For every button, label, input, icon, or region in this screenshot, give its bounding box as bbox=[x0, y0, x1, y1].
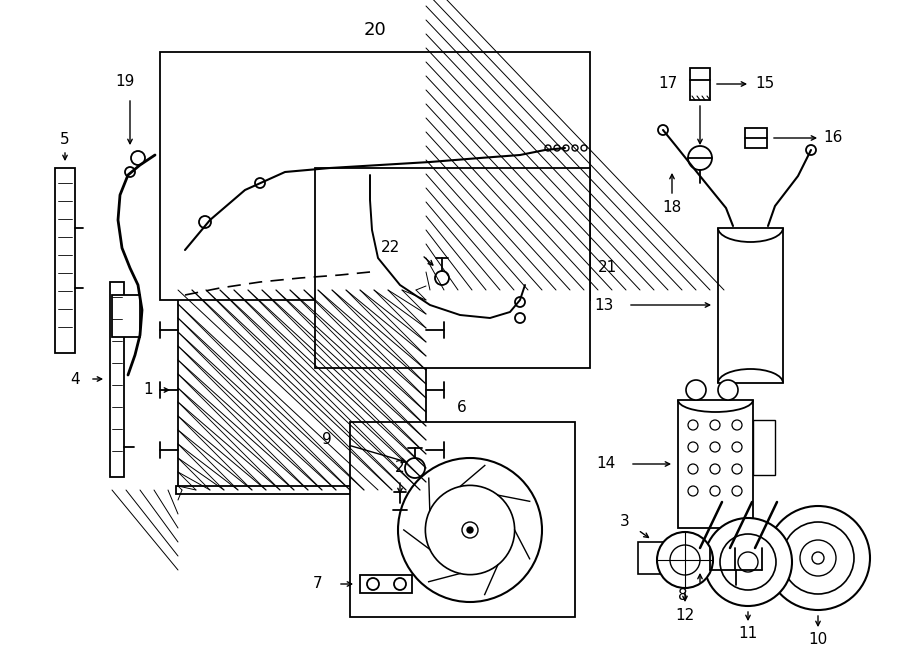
Text: 2: 2 bbox=[395, 461, 405, 475]
Text: 12: 12 bbox=[675, 607, 695, 623]
Text: 3: 3 bbox=[620, 514, 630, 529]
Circle shape bbox=[710, 486, 720, 496]
Circle shape bbox=[545, 145, 551, 151]
Bar bbox=[690, 68, 710, 100]
Circle shape bbox=[732, 464, 742, 474]
Bar bbox=[55, 168, 75, 353]
Circle shape bbox=[732, 420, 742, 430]
Circle shape bbox=[426, 485, 515, 574]
Text: 6: 6 bbox=[457, 399, 467, 414]
Circle shape bbox=[554, 145, 560, 151]
Circle shape bbox=[467, 527, 473, 533]
Text: 14: 14 bbox=[597, 457, 616, 471]
Circle shape bbox=[515, 297, 525, 307]
Circle shape bbox=[394, 578, 406, 590]
Text: 22: 22 bbox=[381, 241, 400, 256]
Circle shape bbox=[255, 178, 265, 188]
Text: 16: 16 bbox=[823, 130, 842, 145]
Circle shape bbox=[398, 458, 542, 602]
Circle shape bbox=[515, 313, 525, 323]
Text: 19: 19 bbox=[115, 75, 135, 89]
Circle shape bbox=[812, 552, 824, 564]
Text: 4: 4 bbox=[70, 371, 80, 387]
Text: 5: 5 bbox=[60, 132, 70, 147]
Text: 9: 9 bbox=[322, 432, 332, 447]
Circle shape bbox=[686, 380, 706, 400]
Circle shape bbox=[688, 420, 698, 430]
Bar bbox=[745, 128, 767, 148]
Circle shape bbox=[688, 464, 698, 474]
Bar bbox=[753, 420, 775, 475]
Circle shape bbox=[572, 145, 578, 151]
Circle shape bbox=[782, 522, 854, 594]
Circle shape bbox=[581, 145, 587, 151]
Circle shape bbox=[720, 534, 776, 590]
Bar bbox=[176, 286, 428, 294]
Circle shape bbox=[131, 151, 145, 165]
Bar bbox=[315, 168, 590, 368]
Circle shape bbox=[563, 145, 569, 151]
Circle shape bbox=[710, 420, 720, 430]
Circle shape bbox=[688, 442, 698, 452]
Circle shape bbox=[125, 167, 135, 177]
Circle shape bbox=[710, 442, 720, 452]
Bar bbox=[178, 290, 426, 490]
Circle shape bbox=[657, 532, 713, 588]
Text: 7: 7 bbox=[312, 576, 322, 592]
Circle shape bbox=[670, 545, 700, 575]
Circle shape bbox=[405, 458, 425, 478]
Text: 13: 13 bbox=[595, 297, 614, 313]
Bar bbox=[718, 228, 783, 383]
Circle shape bbox=[718, 380, 738, 400]
Circle shape bbox=[738, 552, 758, 572]
Circle shape bbox=[732, 486, 742, 496]
Bar bbox=[350, 422, 575, 617]
Circle shape bbox=[688, 486, 698, 496]
Circle shape bbox=[710, 464, 720, 474]
Circle shape bbox=[462, 522, 478, 538]
Text: 21: 21 bbox=[598, 260, 617, 276]
Circle shape bbox=[766, 506, 870, 610]
Circle shape bbox=[704, 518, 792, 606]
Bar bbox=[638, 542, 666, 574]
Circle shape bbox=[393, 503, 407, 517]
Circle shape bbox=[435, 271, 449, 285]
Text: 20: 20 bbox=[364, 21, 386, 39]
Bar bbox=[112, 295, 140, 337]
Text: 8: 8 bbox=[679, 588, 688, 603]
Text: 1: 1 bbox=[143, 383, 153, 397]
Circle shape bbox=[658, 125, 668, 135]
Circle shape bbox=[800, 540, 836, 576]
Circle shape bbox=[806, 145, 816, 155]
Bar bbox=[176, 486, 428, 494]
Bar bbox=[160, 52, 590, 300]
Bar bbox=[110, 282, 124, 477]
Text: 10: 10 bbox=[808, 633, 828, 648]
Circle shape bbox=[688, 146, 712, 170]
Text: 17: 17 bbox=[659, 77, 678, 91]
Circle shape bbox=[199, 216, 211, 228]
Bar bbox=[360, 575, 412, 593]
Text: 18: 18 bbox=[662, 200, 681, 215]
Text: 11: 11 bbox=[738, 627, 758, 641]
Text: 15: 15 bbox=[755, 77, 774, 91]
Circle shape bbox=[732, 442, 742, 452]
Bar bbox=[678, 400, 753, 528]
Circle shape bbox=[367, 578, 379, 590]
